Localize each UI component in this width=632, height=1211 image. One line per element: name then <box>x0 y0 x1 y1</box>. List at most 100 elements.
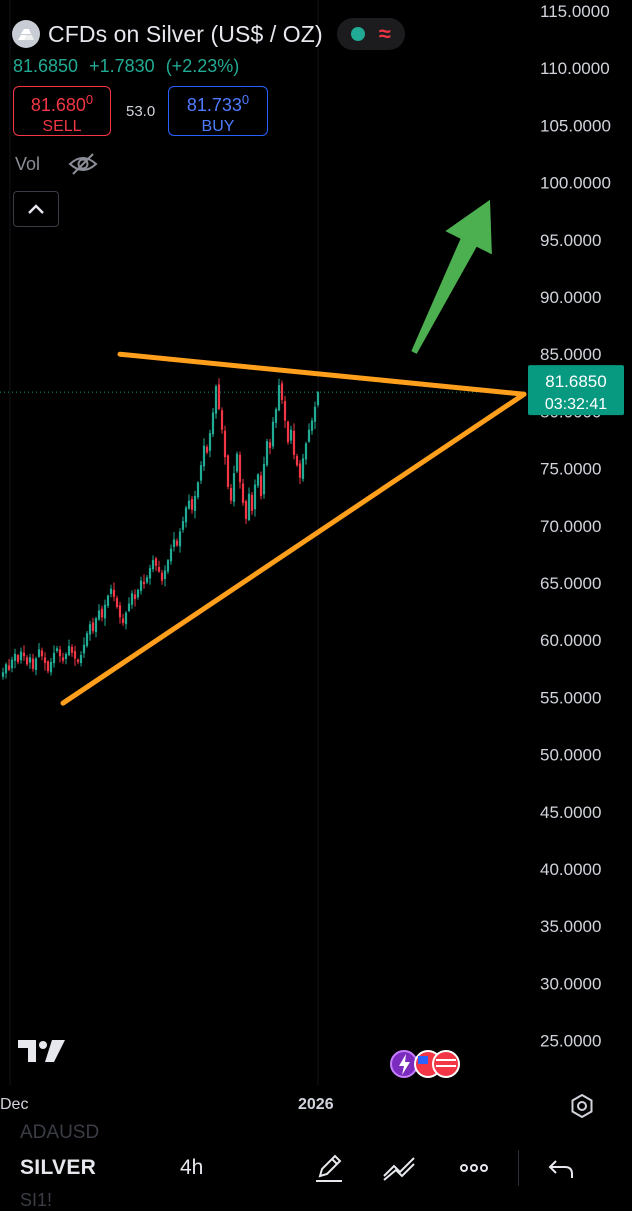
sell-label: SELL <box>42 118 82 135</box>
chevron-up-icon <box>28 204 44 214</box>
symbol-scroll-next[interactable]: SI1! <box>20 1190 53 1210</box>
candle-body <box>64 653 68 660</box>
candle-body <box>250 494 254 511</box>
candle-body <box>187 500 191 509</box>
candle-body <box>235 453 239 472</box>
candle-body <box>88 624 92 635</box>
tradingview-logo-icon <box>18 1040 65 1062</box>
candle-body <box>166 560 170 572</box>
chart-settings-gear-icon[interactable] <box>569 1093 595 1119</box>
candle-body <box>28 657 32 663</box>
last-price: 81.6850 <box>13 56 79 76</box>
candle-body <box>13 653 17 661</box>
price-tick-label: 30.0000 <box>540 974 601 993</box>
candle-body <box>163 570 167 579</box>
candle-body <box>259 475 263 497</box>
candle-body <box>115 597 119 608</box>
candle-body <box>286 421 290 443</box>
candle-body <box>232 473 236 502</box>
candle-body <box>244 501 248 519</box>
price-tick-label: 110.0000 <box>540 59 610 78</box>
more-options-icon[interactable] <box>457 1152 491 1184</box>
current-price-tag <box>528 365 624 416</box>
volume-indicator-label[interactable]: Vol <box>15 154 41 174</box>
candle-body <box>268 442 272 449</box>
symbol-selector[interactable]: SILVER <box>20 1156 97 1179</box>
market-status-pill[interactable]: ≈ <box>336 18 405 50</box>
symbol-title[interactable]: CFDs on Silver (US$ / OZ) <box>48 20 323 47</box>
sell-price: 81.680 <box>30 95 86 115</box>
candle-body <box>10 659 14 669</box>
price-tick-label: 115.0000 <box>540 2 610 21</box>
candle-body <box>262 464 266 495</box>
candle-body <box>307 429 311 442</box>
candle-body <box>25 657 29 665</box>
spread-value: 53.0 <box>126 103 156 120</box>
candle-body <box>43 657 47 664</box>
candle-body <box>271 421 275 447</box>
buy-button[interactable]: 81.7330 BUY <box>168 86 268 136</box>
candle-body <box>316 392 320 406</box>
candle-body <box>121 618 125 624</box>
undo-icon[interactable] <box>546 1152 580 1184</box>
candle-body <box>55 648 59 652</box>
pencil-draw-icon[interactable] <box>312 1152 346 1184</box>
price-tick-label: 60.0000 <box>540 631 601 650</box>
candle-body <box>208 433 212 451</box>
candle-body <box>100 608 104 618</box>
candle-body <box>124 612 128 625</box>
candle-body <box>7 665 11 670</box>
candle-body <box>241 483 245 503</box>
candle-body <box>214 386 218 414</box>
price-tick-label: 70.0000 <box>540 517 601 536</box>
candle-body <box>52 652 56 664</box>
candle-body <box>199 465 203 481</box>
candle-body <box>190 498 194 510</box>
candle-body <box>175 540 179 546</box>
triangle-trendline <box>117 351 527 397</box>
price-tick-label: 105.0000 <box>540 116 611 135</box>
indicators-icon[interactable] <box>382 1152 416 1184</box>
candle-body <box>289 429 293 441</box>
breakout-arrow-shape <box>411 199 492 354</box>
candle-body <box>283 401 287 421</box>
collapse-legend-button[interactable] <box>13 191 59 227</box>
candle-body <box>277 385 281 411</box>
candle-body <box>310 420 314 431</box>
candle-body <box>70 647 74 653</box>
candle-body <box>61 657 65 661</box>
events-flags-icon[interactable] <box>390 1048 462 1080</box>
candle-body <box>1 672 5 677</box>
candle-body <box>79 655 83 664</box>
price-tick-label: 45.0000 <box>540 803 601 822</box>
candle-body <box>160 572 164 581</box>
candle-body <box>274 409 278 423</box>
interval-selector[interactable]: 4h <box>180 1156 204 1179</box>
candle-body <box>34 658 38 670</box>
candle-body <box>154 558 158 566</box>
candle-body <box>127 603 131 612</box>
price-tick-label: 100.0000 <box>540 174 611 193</box>
candle-body <box>295 456 299 466</box>
candle-body <box>178 531 182 547</box>
price-tick-label: 40.0000 <box>540 860 601 879</box>
price-tick-label: 85.0000 <box>540 345 601 364</box>
price-tick-label: 25.0000 <box>540 1032 601 1051</box>
candle-body <box>145 577 149 583</box>
symbol-scroll-prev[interactable]: ADAUSD <box>20 1122 100 1143</box>
sell-button[interactable]: 81.6800 SELL <box>13 86 111 136</box>
price-tick-label: 65.0000 <box>540 574 601 593</box>
candle-body <box>97 610 101 620</box>
candle-body <box>226 455 230 487</box>
candle-body <box>211 412 215 435</box>
candle-body <box>220 410 224 430</box>
eye-hidden-icon[interactable] <box>68 151 98 177</box>
candle-body <box>304 443 308 460</box>
candle-body <box>22 652 26 657</box>
candle-body <box>130 593 134 605</box>
candle-body <box>217 384 221 410</box>
candle-body <box>94 618 98 633</box>
chart-header[interactable]: CFDs on Silver (US$ / OZ) ≈ <box>12 18 405 50</box>
candle-body <box>19 651 23 661</box>
